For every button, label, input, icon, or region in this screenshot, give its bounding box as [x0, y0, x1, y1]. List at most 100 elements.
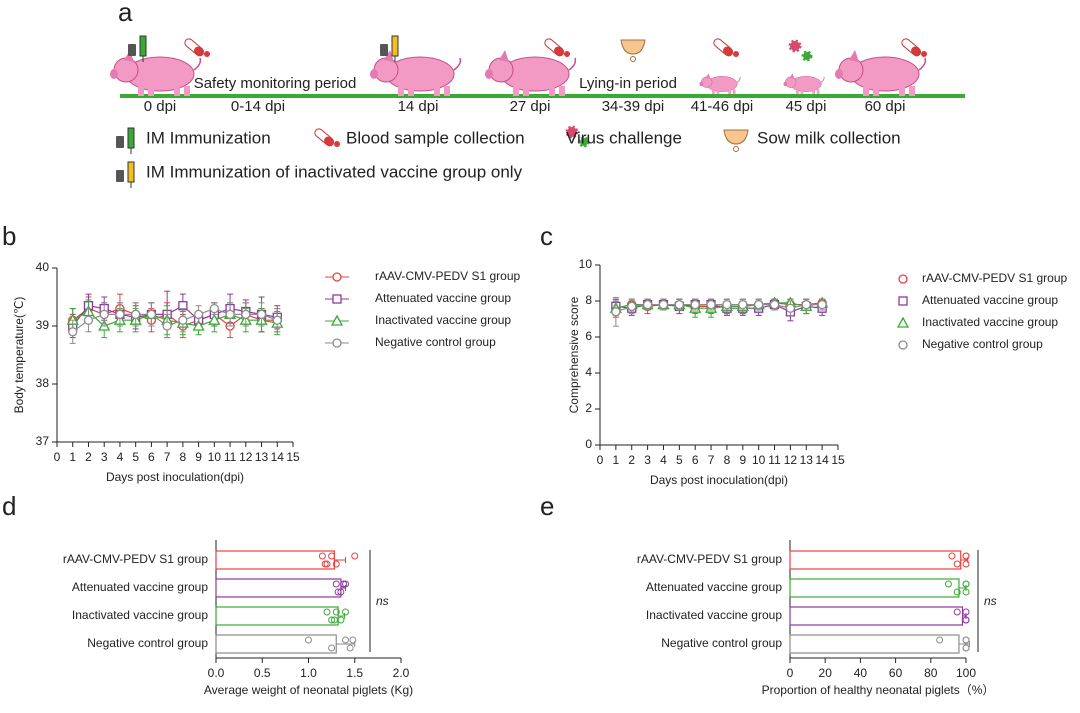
x-axis-title: Days post inoculation(dpi): [650, 473, 788, 487]
legend-label: rAAV-CMV-PEDV S1 group: [375, 269, 520, 283]
marker: [131, 309, 141, 320]
data-point: [351, 552, 359, 560]
y-tick-label: 40: [36, 260, 50, 274]
pig-leg: [174, 86, 180, 96]
x-tick-label: 7: [164, 450, 171, 464]
x-tick-label: 6: [692, 453, 699, 467]
pig-leg: [523, 86, 529, 96]
data-point: [962, 636, 970, 644]
bar: [215, 550, 336, 570]
legend-label: Inactivated vaccine group: [375, 313, 511, 327]
pig-tail: [918, 57, 927, 71]
pig-leg: [816, 89, 820, 94]
syringe-icon: [391, 35, 399, 57]
data-point: [953, 560, 961, 568]
data-point: [328, 552, 336, 560]
data-point: [318, 552, 326, 560]
pig-leg: [728, 89, 731, 94]
x-tick-label: 4: [117, 450, 124, 464]
data-point: [962, 588, 970, 596]
timeline-label: 14 dpi: [398, 98, 439, 115]
marker: [785, 303, 796, 313]
marker: [256, 309, 267, 320]
marker: [769, 299, 780, 310]
blood-drop: [204, 51, 210, 57]
marker: [817, 299, 827, 310]
panel-letter: b: [2, 221, 16, 251]
x-tick-label: 8: [724, 453, 731, 467]
x-tick-label: 15: [831, 453, 845, 467]
legend-label: Inactivated vaccine group: [922, 315, 1058, 329]
data-point: [962, 608, 970, 616]
pig-tail: [568, 57, 577, 71]
category-label: Negative control group: [87, 636, 208, 650]
legend-marker: [898, 274, 908, 284]
legend-label: Negative control group: [375, 335, 496, 349]
blood-drop: [334, 141, 340, 147]
data-point: [323, 560, 331, 568]
pig-tail: [453, 57, 462, 71]
pig-icon: [783, 73, 825, 94]
x-tick-label: 1.0: [300, 666, 317, 680]
x-tick-label: 0: [597, 453, 604, 467]
marker: [658, 299, 669, 310]
data-point: [337, 588, 345, 596]
milk-drop: [733, 146, 739, 152]
pig-snout: [783, 81, 788, 87]
pig-leg: [796, 89, 799, 94]
pig-leg: [138, 86, 144, 96]
pig-snout: [370, 69, 378, 79]
data-point: [332, 560, 340, 568]
icon-legend-label: Virus challenge: [566, 128, 682, 147]
virus-icon: [788, 39, 802, 53]
y-tick-label: 6: [585, 329, 592, 343]
pig-leg: [873, 86, 879, 96]
x-tick-label: 14: [271, 450, 285, 464]
syringe-icon: [127, 127, 135, 149]
y-tick-label: 0: [585, 437, 592, 451]
panel-letter: a: [118, 0, 133, 27]
marker: [722, 299, 732, 310]
marker: [738, 299, 748, 310]
marker: [83, 315, 94, 325]
pig-leg: [716, 89, 720, 94]
x-tick-label: 0: [54, 450, 61, 464]
x-tick-label: 15: [286, 450, 300, 464]
x-tick-label: 1.5: [346, 666, 363, 680]
legend-marker: [332, 294, 342, 304]
x-tick-label: 12: [784, 453, 798, 467]
y-axis-title: Body temperature(℃): [12, 297, 26, 414]
blood-fill: [324, 136, 334, 146]
pig-snout: [110, 69, 118, 79]
data-point: [330, 616, 338, 624]
bar: [215, 606, 339, 626]
data-point: [962, 560, 970, 568]
pig-head: [488, 57, 514, 83]
syringe-icon: [127, 161, 135, 183]
pig-leg: [148, 86, 154, 96]
data-point: [332, 608, 340, 616]
timeline-label: 41-46 dpi: [691, 98, 754, 115]
data-point: [342, 580, 349, 588]
x-tick-label: 10: [208, 450, 222, 464]
category-label: rAAV-CMV-PEDV S1 group: [637, 552, 782, 566]
legend-label: Attenuated vaccine group: [922, 293, 1058, 307]
milk-bowl-icon: [620, 39, 646, 55]
data-point: [337, 616, 345, 624]
pig-leg: [559, 86, 565, 96]
x-tick-label: 2: [628, 453, 635, 467]
x-tick-label: 8: [180, 450, 187, 464]
pig-ear: [384, 50, 394, 62]
pig-leg: [732, 89, 736, 94]
x-tick-label: 13: [800, 453, 814, 467]
x-tick-label: 0.0: [208, 666, 225, 680]
pig-ear: [789, 73, 795, 79]
x-tick-label: 20: [819, 666, 833, 680]
data-point: [962, 552, 970, 560]
legend-marker: [330, 314, 344, 326]
icon-legend-label: IM Immunization of inactivated vaccine g…: [146, 162, 523, 181]
vial-icon: [116, 170, 124, 182]
y-tick-label: 4: [585, 365, 592, 379]
blood-fill: [911, 46, 921, 56]
x-tick-label: 0: [787, 666, 794, 680]
